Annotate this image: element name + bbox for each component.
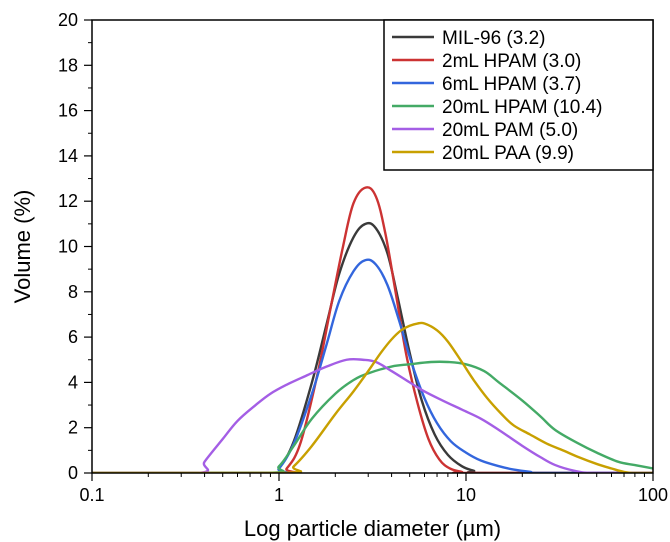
y-axis-ticks: 0 2 4 6 8 10 12 14 16 18 20	[58, 10, 92, 483]
y-tick-label: 20	[58, 10, 78, 30]
y-tick-label: 16	[58, 101, 78, 121]
series-layer	[92, 186, 653, 473]
y-tick-label: 4	[68, 372, 78, 392]
legend-label-6: 20mL PAA (9.9)	[442, 143, 574, 164]
x-axis-ticks: 0.1 1 10 100	[79, 473, 668, 505]
y-tick-label: 6	[68, 327, 78, 347]
series-line-2	[92, 186, 653, 473]
x-axis-label: Log particle diameter (µm)	[244, 516, 501, 541]
x-tick-label: 0.1	[79, 485, 104, 505]
series-line-4	[92, 360, 653, 473]
x-tick-label: 100	[638, 485, 668, 505]
x-tick-label: 10	[456, 485, 476, 505]
series-line-3	[92, 258, 653, 473]
y-tick-label: 12	[58, 191, 78, 211]
legend-label-1: MIL-96 (3.2)	[442, 28, 545, 49]
y-tick-label: 10	[58, 237, 78, 257]
legend-label-3: 6mL HPAM (3.7)	[442, 74, 581, 95]
legend-box	[383, 19, 654, 171]
y-tick-label: 8	[68, 282, 78, 302]
legend-label-5: 20mL PAM (5.0)	[442, 120, 578, 141]
series-line-6	[92, 321, 653, 473]
y-tick-label: 2	[68, 418, 78, 438]
y-tick-label: 14	[58, 146, 78, 166]
x-tick-label: 1	[274, 485, 284, 505]
y-tick-label: 18	[58, 55, 78, 75]
legend-label-4: 20mL HPAM (10.4)	[442, 97, 603, 118]
legend: MIL-96 (3.2)2mL HPAM (3.0)6mL HPAM (3.7)…	[383, 19, 654, 171]
legend-label-2: 2mL HPAM (3.0)	[442, 51, 581, 72]
y-tick-label: 0	[68, 463, 78, 483]
y-axis-label: Volume (%)	[10, 190, 35, 304]
series-line-5	[92, 357, 653, 473]
